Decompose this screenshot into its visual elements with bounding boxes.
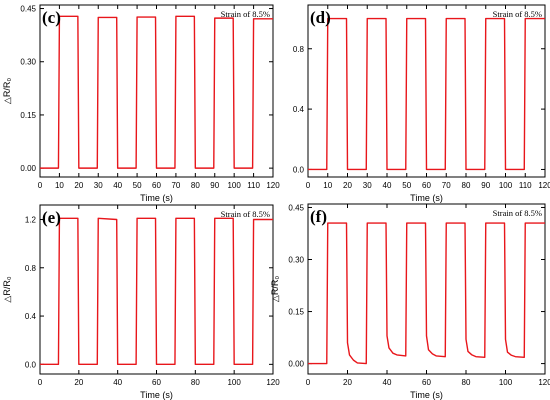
- strain-annotation: Strain of 8.5%: [493, 9, 542, 19]
- strain-annotation: Strain of 8.5%: [221, 9, 270, 19]
- chart-panel-2: 0 20 40 60 80 100 120 0.0 0.4 0.8 1.2 Time (s) △R/R₀…: [2, 204, 280, 400]
- x-tick-label: 100: [499, 378, 513, 387]
- series-line: [40, 15, 273, 169]
- x-tick-label: 70: [171, 181, 180, 190]
- strain-annotation: Strain of 8.5%: [493, 208, 542, 218]
- x-axis-title: Time (s): [410, 390, 443, 400]
- x-tick-label: 0: [306, 181, 311, 190]
- x-tick-label: 40: [383, 181, 392, 190]
- panel-label: (e): [42, 208, 61, 227]
- x-axis-title: Time (s): [140, 390, 173, 400]
- x-tick-label: 20: [74, 181, 83, 190]
- series-line: [308, 222, 545, 365]
- x-tick-label: 30: [94, 181, 103, 190]
- x-tick-label: 40: [383, 378, 392, 387]
- series-line: [40, 217, 273, 366]
- chart-panel-0: 0 10 20 30 40 50 60 70 80 90 100 110 120 0.00 0.15 0.30…: [2, 4, 280, 203]
- x-tick-label: 60: [422, 181, 431, 190]
- chart-panel-1: 0 10 20 30 40 50 60 70 80 90 100 110 120 0.0 0.4 0.8 Tim…: [293, 4, 550, 203]
- chart-panel-3: 0 20 40 60 80 100 120 0.00 0.15 0.30 0.45 Time (s) △…: [270, 203, 550, 400]
- x-tick-label: 60: [422, 378, 431, 387]
- x-tick-label: 20: [343, 181, 352, 190]
- x-tick-label: 20: [74, 378, 83, 387]
- y-tick-label: 0.00: [20, 164, 36, 173]
- x-axis-title: Time (s): [410, 193, 443, 203]
- y-tick-label: 0.45: [20, 5, 36, 14]
- series-line: [308, 17, 545, 171]
- y-tick-label: 0.30: [288, 256, 304, 265]
- x-tick-label: 120: [538, 181, 550, 190]
- y-tick-label: 0.8: [25, 264, 37, 273]
- y-axis-title: △R/R₀: [270, 276, 280, 302]
- x-tick-label: 80: [462, 181, 471, 190]
- x-tick-label: 120: [538, 378, 550, 387]
- y-tick-label: 0.15: [288, 308, 304, 317]
- x-tick-label: 100: [227, 378, 241, 387]
- x-tick-label: 0: [306, 378, 311, 387]
- x-tick-label: 60: [152, 378, 161, 387]
- y-tick-label: 0.0: [25, 360, 37, 369]
- x-tick-label: 110: [247, 181, 260, 190]
- y-tick-label: 0.4: [293, 105, 305, 114]
- panel-label: (c): [42, 8, 61, 27]
- x-tick-label: 0: [38, 181, 43, 190]
- y-tick-label: 0.45: [288, 203, 304, 212]
- y-tick-label: 0.00: [288, 360, 304, 369]
- y-axis-title: △R/R₀: [2, 276, 12, 302]
- x-axis-title: Time (s): [140, 193, 173, 203]
- x-tick-label: 60: [152, 181, 161, 190]
- x-tick-label: 90: [481, 181, 490, 190]
- panel-label: (f): [310, 207, 327, 226]
- x-tick-label: 90: [210, 181, 219, 190]
- x-tick-label: 110: [519, 181, 532, 190]
- x-tick-label: 20: [343, 378, 352, 387]
- x-tick-label: 30: [363, 181, 372, 190]
- panel-label: (d): [310, 8, 331, 27]
- y-tick-label: 1.2: [25, 215, 37, 224]
- x-tick-label: 100: [499, 181, 513, 190]
- strain-annotation: Strain of 8.5%: [221, 209, 270, 219]
- x-tick-label: 80: [191, 378, 200, 387]
- x-tick-label: 10: [323, 181, 332, 190]
- y-tick-label: 0.30: [20, 58, 36, 67]
- x-tick-label: 120: [266, 181, 280, 190]
- y-tick-label: 0.4: [25, 312, 37, 321]
- y-tick-label: 0.0: [293, 165, 305, 174]
- x-tick-label: 50: [402, 181, 411, 190]
- x-tick-label: 100: [227, 181, 241, 190]
- y-axis-title: △R/R₀: [2, 78, 12, 104]
- x-tick-label: 120: [266, 378, 280, 387]
- y-tick-label: 0.8: [293, 45, 305, 54]
- x-tick-label: 50: [133, 181, 142, 190]
- x-tick-label: 80: [191, 181, 200, 190]
- x-tick-label: 70: [442, 181, 451, 190]
- x-tick-label: 10: [55, 181, 64, 190]
- x-tick-label: 40: [113, 181, 122, 190]
- y-tick-label: 0.15: [20, 111, 36, 120]
- x-tick-label: 80: [462, 378, 471, 387]
- x-tick-label: 40: [113, 378, 122, 387]
- x-tick-label: 0: [38, 378, 43, 387]
